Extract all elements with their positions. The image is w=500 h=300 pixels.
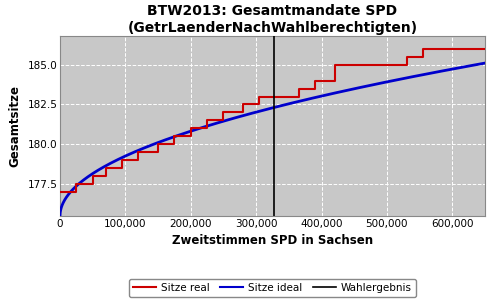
Legend: Sitze real, Sitze ideal, Wahlergebnis: Sitze real, Sitze ideal, Wahlergebnis — [128, 279, 416, 297]
Title: BTW2013: Gesamtmandate SPD
(GetrLaenderNachWahlberechtigten): BTW2013: Gesamtmandate SPD (GetrLaenderN… — [128, 4, 418, 35]
Y-axis label: Gesamtsitze: Gesamtsitze — [9, 85, 22, 167]
X-axis label: Zweitstimmen SPD in Sachsen: Zweitstimmen SPD in Sachsen — [172, 234, 373, 247]
